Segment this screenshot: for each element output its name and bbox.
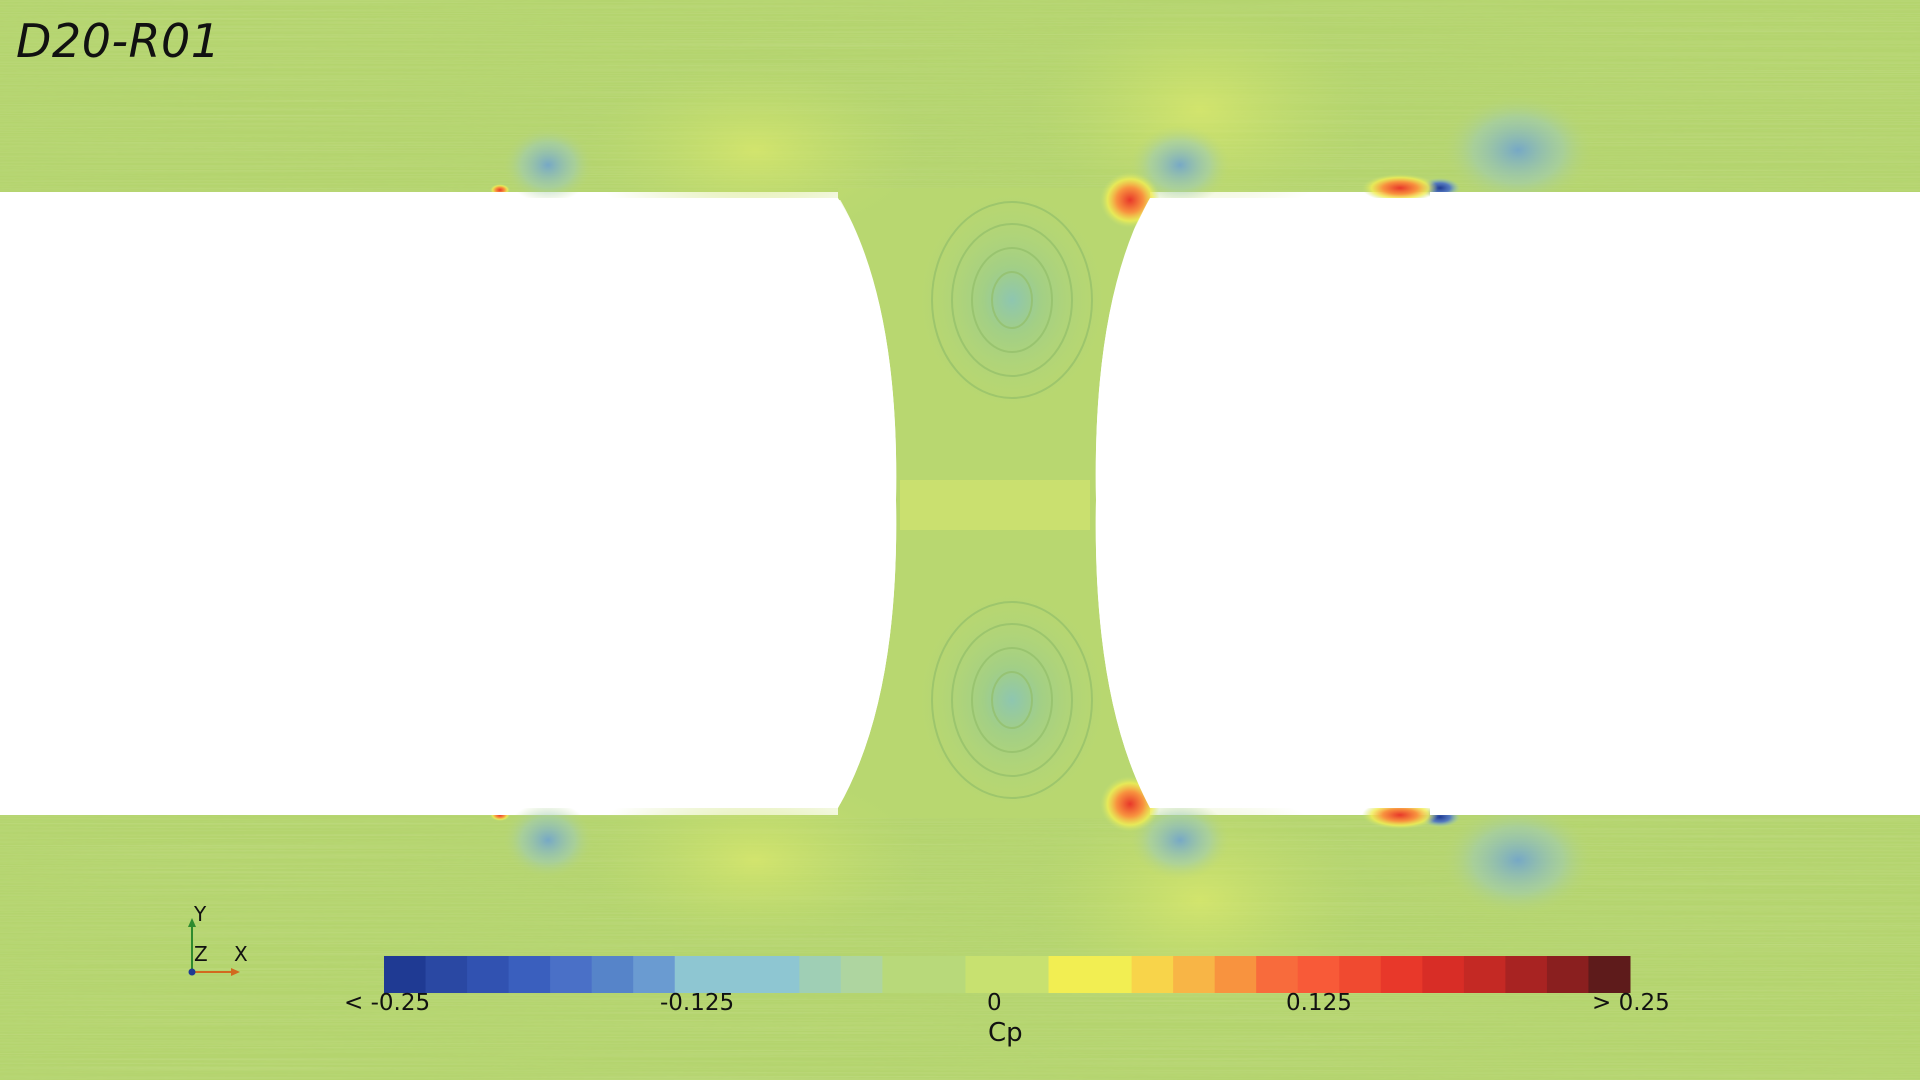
colorbar-segment	[840, 956, 883, 993]
colorbar-segment	[1090, 956, 1133, 993]
vortex-lower	[917, 590, 1107, 810]
colorbar-segment	[633, 956, 676, 993]
colorbar-segment	[1256, 956, 1299, 993]
solid-block-right	[1095, 192, 1920, 815]
colorbar-segment	[923, 956, 966, 993]
colorbar-segment	[1339, 956, 1382, 993]
colorbar-segment	[965, 956, 1008, 993]
cp-colorbar	[384, 956, 1631, 993]
colorbar-segment	[799, 956, 842, 993]
colorbar-tick-min: < -0.25	[344, 990, 431, 1016]
vortex-upper	[917, 190, 1107, 410]
colorbar-segment	[591, 956, 634, 993]
colorbar-segment	[716, 956, 759, 993]
colorbar-segment	[1297, 956, 1340, 993]
case-label: D20-R01	[16, 14, 221, 68]
colorbar-segment	[882, 956, 925, 993]
colorbar-segment	[1546, 956, 1589, 993]
colorbar-segment	[425, 956, 468, 993]
colorbar-segment	[674, 956, 717, 993]
colorbar-segment	[384, 956, 427, 993]
colorbar-segment	[1214, 956, 1257, 993]
axis-z-label: Z	[194, 942, 208, 966]
colorbar-tick-neg-mid: -0.125	[660, 990, 735, 1016]
colorbar-tick-zero: 0	[987, 990, 1002, 1016]
colorbar-segment	[1131, 956, 1174, 993]
colorbar-segment	[1048, 956, 1091, 993]
colorbar-segment	[508, 956, 551, 993]
axis-x-label: X	[234, 942, 248, 966]
colorbar-segment	[1463, 956, 1506, 993]
colorbar-segment	[1505, 956, 1548, 993]
colorbar-segment	[1588, 956, 1631, 993]
colorbar-segment	[1007, 956, 1050, 993]
colorbar-segment	[467, 956, 510, 993]
solid-block-left	[0, 192, 897, 815]
colorbar-segment	[1173, 956, 1216, 993]
axis-y-label: Y	[194, 902, 207, 926]
colorbar-segment	[550, 956, 593, 993]
colorbar-tick-max: > 0.25	[1592, 990, 1670, 1016]
colorbar-tick-pos-mid: 0.125	[1286, 990, 1352, 1016]
axes-triad: Y Z X	[176, 902, 256, 982]
colorbar-segment	[1422, 956, 1465, 993]
colorbar-segment	[1380, 956, 1423, 993]
colorbar-title: Cp	[988, 1018, 1023, 1048]
colorbar-segment	[757, 956, 800, 993]
